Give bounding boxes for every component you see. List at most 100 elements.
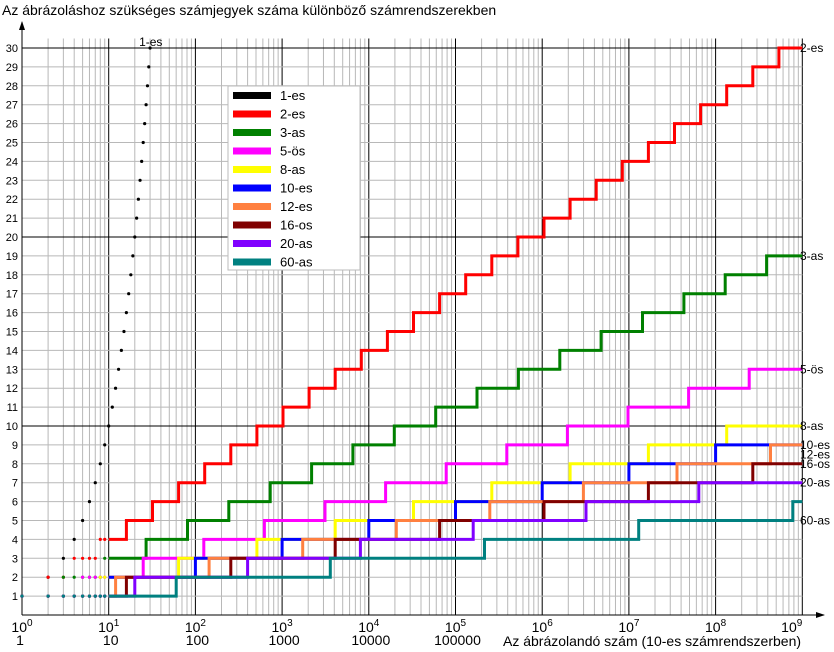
x-tick-label: 104 bbox=[358, 618, 380, 635]
y-tick-label: 9 bbox=[12, 440, 18, 452]
legend: 1-es 2-es 3-as 5-ös 8-as 10-es 12-es 16-os 20-as… bbox=[227, 85, 361, 271]
data-point bbox=[93, 575, 97, 579]
data-point bbox=[140, 159, 144, 163]
y-tick-label: 5 bbox=[12, 516, 18, 528]
data-point bbox=[143, 122, 147, 126]
y-tick-label: 21 bbox=[6, 213, 18, 225]
y-tick-label: 15 bbox=[6, 327, 18, 339]
series-end-label: 2-es bbox=[800, 41, 823, 55]
data-point bbox=[87, 500, 92, 504]
data-point bbox=[103, 443, 107, 447]
x-tick-label: 108 bbox=[705, 618, 727, 635]
data-point bbox=[87, 594, 92, 598]
data-point bbox=[122, 329, 126, 334]
data-point bbox=[81, 594, 85, 598]
series-line bbox=[108, 46, 803, 541]
data-point bbox=[98, 594, 102, 598]
data-point bbox=[93, 594, 97, 598]
x-tick-label: 109 bbox=[781, 618, 803, 635]
y-tick-label: 27 bbox=[6, 100, 18, 112]
data-point bbox=[103, 537, 107, 542]
x-tick-label: 107 bbox=[618, 618, 640, 635]
legend-entry: 60-as bbox=[280, 255, 313, 270]
y-tick-label: 4 bbox=[12, 534, 18, 546]
legend-swatch bbox=[233, 184, 271, 192]
y-tick-label: 13 bbox=[6, 364, 18, 376]
y-tick-label: 22 bbox=[6, 194, 18, 206]
y-tick-label: 2 bbox=[12, 572, 18, 584]
data-point bbox=[141, 140, 145, 145]
legend-swatch bbox=[233, 110, 271, 118]
data-point bbox=[129, 273, 133, 277]
y-tick-label: 19 bbox=[6, 251, 18, 263]
legend-entry: 10-es bbox=[280, 181, 313, 196]
data-point bbox=[133, 235, 137, 239]
data-point bbox=[113, 386, 118, 390]
data-point bbox=[72, 594, 76, 598]
series-line bbox=[108, 254, 803, 560]
y-tick-label: 30 bbox=[6, 43, 18, 55]
y-tick-label: 7 bbox=[12, 478, 18, 490]
y-tick-label: 26 bbox=[6, 119, 18, 131]
y-tick-label: 29 bbox=[6, 62, 18, 74]
y-tick-label: 23 bbox=[6, 175, 18, 187]
legend-entry: 5-ös bbox=[280, 144, 306, 159]
series-line bbox=[108, 481, 803, 598]
legend-entry: 3-as bbox=[280, 125, 306, 140]
series-end-label: 10-es bbox=[800, 438, 830, 452]
series-line bbox=[108, 500, 803, 598]
data-point bbox=[72, 575, 76, 579]
y-tick-label: 24 bbox=[6, 156, 18, 168]
data-point bbox=[124, 311, 128, 315]
y-tick-label: 10 bbox=[6, 421, 18, 433]
legend-swatch bbox=[233, 258, 271, 266]
data-point bbox=[119, 348, 123, 352]
data-point bbox=[110, 405, 114, 409]
x-tick-label-decimal: 1000 bbox=[269, 632, 300, 648]
legend-entry: 20-as bbox=[280, 236, 313, 251]
data-point bbox=[147, 65, 151, 69]
series-end-label: 1-es bbox=[139, 35, 162, 49]
x-axis-label: Az ábrázolandó szám (10-es számrendszerb… bbox=[503, 633, 801, 649]
data-point bbox=[103, 556, 107, 560]
data-point bbox=[144, 103, 148, 107]
x-tick-label-decimal: 1 bbox=[16, 632, 24, 648]
x-tick-label: 103 bbox=[272, 618, 294, 635]
series: 1-es 2-es 3-as 5-ös 8-as 10-es 12-es 16-os 20-as… bbox=[20, 35, 830, 598]
series-end-label: 20-as bbox=[800, 476, 830, 490]
data-point bbox=[72, 556, 76, 560]
legend-entry: 1-es bbox=[280, 88, 306, 103]
data-point bbox=[81, 575, 85, 579]
data-point bbox=[20, 594, 24, 598]
x-axis-arrow bbox=[816, 612, 825, 618]
chart-title: Az ábrázoláshoz szükséges számjegyek szá… bbox=[2, 2, 496, 18]
x-tick-label-decimal: 10 bbox=[103, 632, 119, 648]
y-tick-label: 17 bbox=[6, 289, 18, 301]
legend-swatch bbox=[233, 221, 271, 229]
data-point bbox=[98, 537, 102, 542]
data-point bbox=[81, 518, 85, 523]
data-point bbox=[103, 594, 107, 598]
x-tick-label: 105 bbox=[445, 618, 467, 635]
data-point bbox=[61, 556, 65, 560]
data-point bbox=[46, 575, 50, 579]
data-point bbox=[98, 575, 102, 579]
y-tick-label: 3 bbox=[12, 553, 18, 565]
axes: 1234567891011121314151617181920212223242… bbox=[6, 21, 825, 648]
legend-entry: 16-os bbox=[280, 218, 313, 233]
y-tick-label: 20 bbox=[6, 232, 18, 244]
legend-entry: 12-es bbox=[280, 199, 313, 214]
data-point bbox=[116, 367, 121, 371]
y-tick-label: 14 bbox=[6, 345, 18, 357]
data-point bbox=[87, 575, 92, 579]
y-tick-label: 28 bbox=[6, 81, 18, 93]
data-point bbox=[61, 575, 65, 579]
series-dots bbox=[20, 594, 107, 598]
series-end-label: 60-as bbox=[800, 514, 830, 528]
y-tick-label: 1 bbox=[12, 591, 18, 603]
legend-swatch bbox=[233, 166, 271, 173]
data-point bbox=[61, 594, 65, 598]
legend-entry: 8-as bbox=[280, 162, 306, 177]
legend-swatch bbox=[233, 92, 271, 99]
